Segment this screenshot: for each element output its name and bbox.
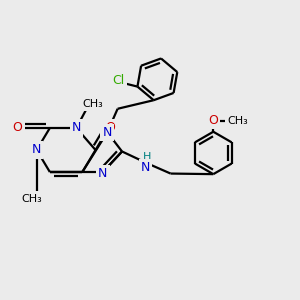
Text: O: O [105,122,115,134]
Text: O: O [208,114,218,127]
Text: N: N [72,122,81,134]
Text: H: H [143,152,151,162]
Text: CH₃: CH₃ [227,116,248,126]
Text: Cl: Cl [112,74,124,87]
Text: N: N [141,161,150,174]
Text: N: N [32,143,41,157]
Text: O: O [13,122,22,134]
Text: N: N [98,167,108,180]
Text: CH₃: CH₃ [82,99,103,110]
Text: N: N [103,126,112,139]
Text: CH₃: CH₃ [22,194,43,204]
